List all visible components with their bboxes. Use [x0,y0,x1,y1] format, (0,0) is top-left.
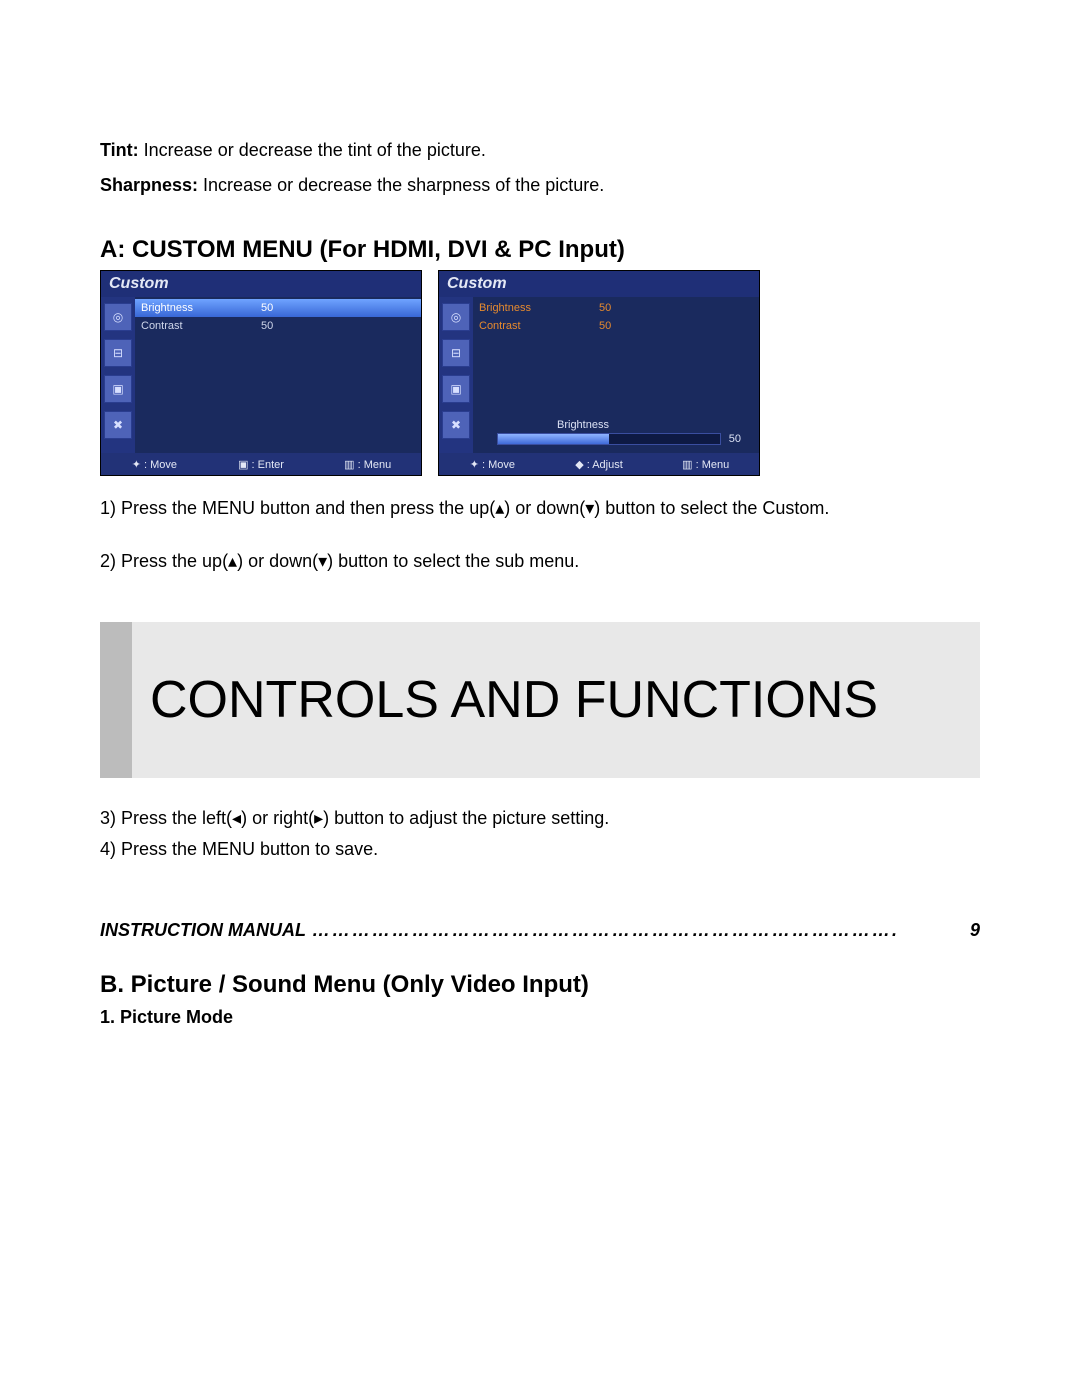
brightness-label: Brightness [479,302,599,314]
footer-move: ✦ : Move [101,458,208,471]
manual-footer: INSTRUCTION MANUAL ………………………………………………………… [100,920,980,941]
step-3: 3) Press the left(◂) or right(▸) button … [100,808,980,829]
step-4: 4) Press the MENU button to save. [100,839,980,860]
adjust-slider: Brightness 50 [497,419,741,445]
footer-menu: ▥ : Menu [314,458,421,471]
page-number: 9 [970,920,980,941]
contrast-label: Contrast [479,320,599,332]
contrast-row[interactable]: Contrast 50 [135,317,421,335]
osd-screenshots: Custom ◎ ⊟ ▣ ✖ Brightness 50 Contrast 50 [100,270,980,476]
adjust-bar[interactable] [497,433,721,445]
tint-text: Increase or decrease the tint of the pic… [139,140,486,160]
adjust-fill [498,434,609,444]
section-b1-heading: 1. Picture Mode [100,1007,980,1028]
step-2: 2) Press the up(▴) or down(▾) button to … [100,551,980,572]
footer-dots: ……………………………………………………………………………. [306,920,970,941]
osd-title: Custom [439,271,759,297]
section-b-heading: B. Picture / Sound Menu (Only Video Inpu… [100,971,980,999]
osd-content: Brightness 50 Contrast 50 Brightness [473,297,759,453]
contrast-value: 50 [599,320,699,332]
osd-custom-left: Custom ◎ ⊟ ▣ ✖ Brightness 50 Contrast 50 [100,270,422,476]
footer-menu: ▥ : Menu [652,458,759,471]
picture-tab-icon[interactable]: ◎ [442,303,470,331]
footer-move: ✦ : Move [439,458,546,471]
def-tint: Tint: Increase or decrease the tint of t… [100,140,980,161]
def-sharpness: Sharpness: Increase or decrease the shar… [100,175,980,196]
adjust-bar-row: 50 [497,433,741,445]
step-1: 1) Press the MENU button and then press … [100,498,980,519]
brightness-row[interactable]: Brightness 50 [473,299,759,317]
osd-custom-right: Custom ◎ ⊟ ▣ ✖ Brightness 50 Contrast 50 [438,270,760,476]
osd-footer: ✦ : Move ▣ : Enter ▥ : Menu [101,453,421,475]
section-a-heading: A: CUSTOM MENU (For HDMI, DVI & PC Input… [100,236,980,264]
contrast-label: Contrast [141,320,261,332]
screen-tab-icon[interactable]: ▣ [442,375,470,403]
sharpness-text: Increase or decrease the sharpness of th… [198,175,604,195]
setup-tab-icon[interactable]: ✖ [104,411,132,439]
osd-tab-icons: ◎ ⊟ ▣ ✖ [101,297,135,453]
contrast-value: 50 [261,320,361,332]
brightness-value: 50 [261,302,361,314]
footer-adjust: ◆ : Adjust [546,458,653,471]
chapter-banner: CONTROLS AND FUNCTIONS [100,622,980,778]
chapter-bar [100,622,132,778]
osd-title: Custom [101,271,421,297]
video-tab-icon[interactable]: ⊟ [442,339,470,367]
osd-tab-icons: ◎ ⊟ ▣ ✖ [439,297,473,453]
osd-body: ◎ ⊟ ▣ ✖ Brightness 50 Contrast 50 [101,297,421,453]
sharpness-label: Sharpness: [100,175,198,195]
manual-page: Tint: Increase or decrease the tint of t… [0,0,1080,1088]
osd-footer: ✦ : Move ◆ : Adjust ▥ : Menu [439,453,759,475]
osd-body: ◎ ⊟ ▣ ✖ Brightness 50 Contrast 50 Bri [439,297,759,453]
setup-tab-icon[interactable]: ✖ [442,411,470,439]
footer-enter: ▣ : Enter [208,458,315,471]
contrast-row[interactable]: Contrast 50 [473,317,759,335]
adjust-value: 50 [729,433,741,445]
video-tab-icon[interactable]: ⊟ [104,339,132,367]
brightness-value: 50 [599,302,699,314]
manual-label: INSTRUCTION MANUAL [100,920,306,941]
picture-tab-icon[interactable]: ◎ [104,303,132,331]
chapter-title: CONTROLS AND FUNCTIONS [132,622,980,778]
osd-content: Brightness 50 Contrast 50 [135,297,421,453]
screen-tab-icon[interactable]: ▣ [104,375,132,403]
tint-label: Tint: [100,140,139,160]
brightness-row[interactable]: Brightness 50 [135,299,421,317]
adjust-label: Brightness [497,419,741,431]
brightness-label: Brightness [141,302,261,314]
